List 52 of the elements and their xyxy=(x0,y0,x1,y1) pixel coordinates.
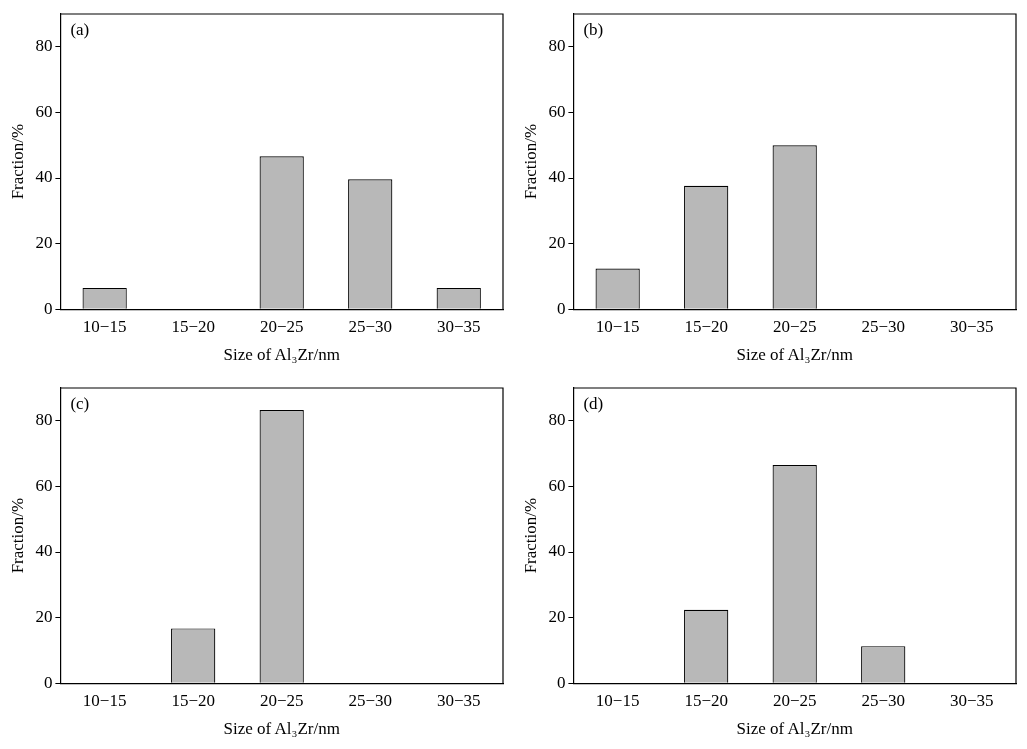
y-tick-label: 20 xyxy=(548,607,566,627)
x-tick-label: 10−15 xyxy=(82,690,127,710)
x-tick-label: 25−30 xyxy=(861,690,906,710)
x-tick-label: 15−20 xyxy=(684,316,728,336)
x-tick-label: 25−30 xyxy=(348,316,393,336)
y-axis-title: Fraction/% xyxy=(7,497,27,574)
y-tick-label: 40 xyxy=(35,167,53,187)
x-tick-label: 25−30 xyxy=(348,690,393,710)
x-tick-label: 30−35 xyxy=(436,690,481,710)
x-tick-label: 20−25 xyxy=(259,690,304,710)
x-tick-label: 20−25 xyxy=(772,690,817,710)
y-tick-label: 40 xyxy=(548,541,566,561)
x-tick-label: 10−15 xyxy=(595,316,640,336)
chart-title: (a) xyxy=(70,19,90,39)
y-tick-label: 60 xyxy=(35,101,53,121)
y-tick-label: 0 xyxy=(556,298,566,318)
y-tick-label: 20 xyxy=(35,607,53,627)
y-axis-title: Fraction/% xyxy=(7,123,27,200)
x-tick-label: 20−25 xyxy=(772,316,817,336)
y-tick-label: 20 xyxy=(548,233,566,253)
x-axis-title: Size of Al₃Zr/nm xyxy=(736,345,853,365)
chart-title: (c) xyxy=(70,393,90,413)
y-tick-label: 80 xyxy=(35,36,53,56)
x-tick-label: 25−30 xyxy=(861,316,906,336)
x-tick-label: 20−25 xyxy=(259,316,304,336)
y-tick-label: 60 xyxy=(35,475,53,495)
y-tick-label: 0 xyxy=(43,298,53,318)
x-tick-label: 30−35 xyxy=(436,316,481,336)
y-tick-label: 40 xyxy=(35,541,53,561)
x-tick-label: 30−35 xyxy=(949,316,994,336)
y-axis-title: Fraction/% xyxy=(520,123,540,200)
x-tick-label: 30−35 xyxy=(949,690,994,710)
x-tick-label: 15−20 xyxy=(684,690,728,710)
y-tick-label: 60 xyxy=(548,475,566,495)
x-tick-label: 10−15 xyxy=(595,690,640,710)
y-tick-label: 0 xyxy=(556,672,566,692)
y-tick-label: 80 xyxy=(548,410,566,430)
y-axis-title: Fraction/% xyxy=(520,497,540,574)
x-tick-label: 15−20 xyxy=(171,316,215,336)
y-tick-label: 80 xyxy=(548,36,566,56)
y-tick-label: 20 xyxy=(35,233,53,253)
y-tick-label: 40 xyxy=(548,167,566,187)
x-axis-title: Size of Al₃Zr/nm xyxy=(223,719,340,739)
x-axis-title: Size of Al₃Zr/nm xyxy=(223,345,340,365)
y-tick-label: 0 xyxy=(43,672,53,692)
y-tick-label: 60 xyxy=(548,101,566,121)
x-tick-label: 10−15 xyxy=(82,316,127,336)
y-tick-label: 80 xyxy=(35,410,53,430)
chart-title: (d) xyxy=(583,393,604,413)
x-axis-title: Size of Al₃Zr/nm xyxy=(736,719,853,739)
x-tick-label: 15−20 xyxy=(171,690,215,710)
chart-title: (b) xyxy=(583,19,604,39)
